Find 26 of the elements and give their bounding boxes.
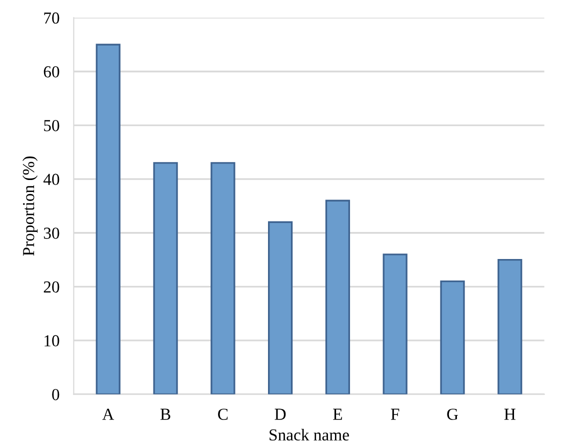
x-tick-label: D xyxy=(274,408,286,420)
bar xyxy=(382,254,408,394)
bar xyxy=(96,44,120,394)
x-tick-label: A xyxy=(102,408,114,420)
y-tick-label: 40 xyxy=(43,174,60,186)
y-axis-title: Proportion (%) xyxy=(22,156,38,256)
y-tick-label: 20 xyxy=(44,281,60,293)
x-tick-label: F xyxy=(390,408,400,420)
bar xyxy=(325,200,350,394)
y-tick-label: 0 xyxy=(52,388,60,400)
y-tick-label: 50 xyxy=(44,120,60,132)
x-tick-label: B xyxy=(160,408,170,420)
bar xyxy=(210,162,236,394)
x-axis-title: Snack name xyxy=(270,428,349,441)
bar xyxy=(440,280,465,394)
x-tick-label: E xyxy=(333,408,342,420)
bar xyxy=(268,221,293,394)
y-tick-label: 30 xyxy=(44,228,60,239)
x-tick-label: G xyxy=(447,408,458,420)
bar xyxy=(153,162,178,394)
x-tick-label: C xyxy=(218,408,228,420)
y-tick-label: 60 xyxy=(44,66,60,78)
x-tick-label: H xyxy=(504,408,516,420)
bar xyxy=(498,258,522,394)
y-tick-label: 10 xyxy=(44,335,60,346)
y-tick-label: 70 xyxy=(44,12,60,24)
